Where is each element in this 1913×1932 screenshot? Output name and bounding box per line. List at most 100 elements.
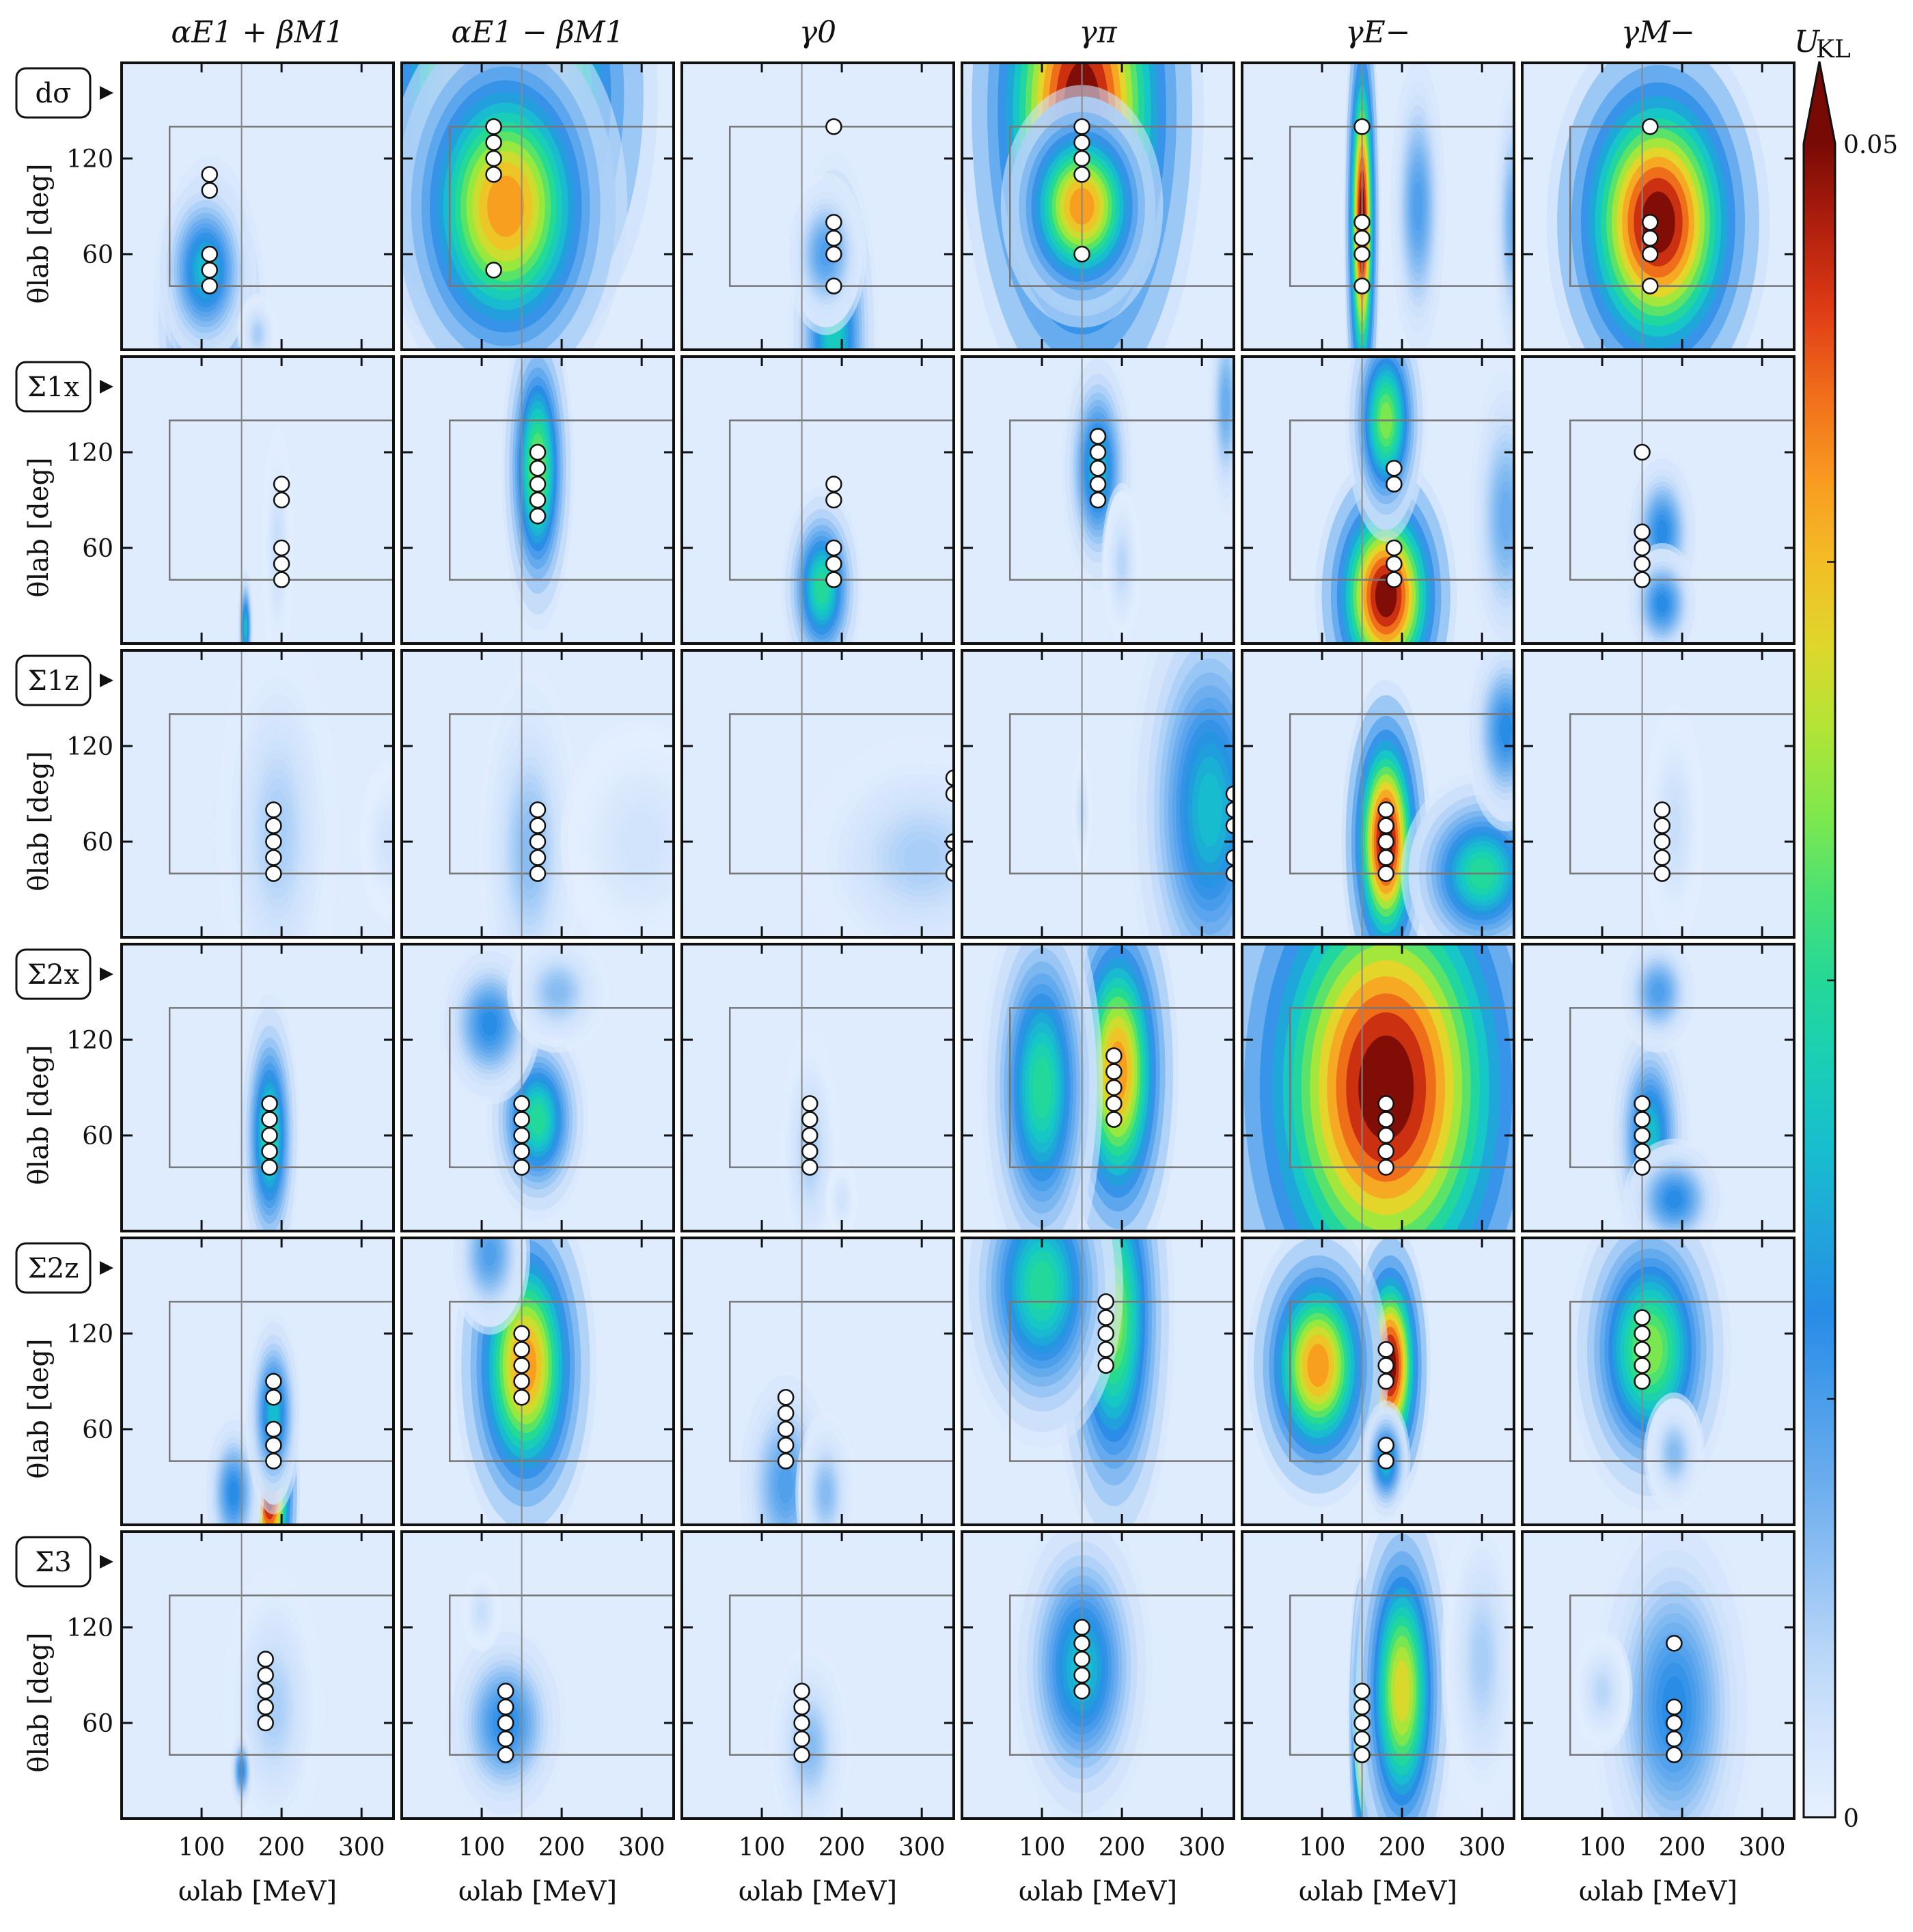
panel-r1-c2 xyxy=(400,61,675,351)
panel-r4-c2 xyxy=(400,943,675,1232)
measurement-point-3 xyxy=(1353,1714,1371,1732)
x-tick-label: 100 xyxy=(739,1834,786,1862)
measurement-point-5 xyxy=(1353,277,1371,294)
measurement-point-1 xyxy=(1634,443,1651,461)
panel-frame xyxy=(400,1530,675,1820)
measurement-point-2 xyxy=(1634,1325,1651,1342)
reference-box xyxy=(1569,1595,1794,1756)
measurement-point-5 xyxy=(801,1159,818,1176)
panel-r3-c1: 60 120 θlab [deg] xyxy=(23,649,395,939)
column-title-1: αE1 + βM1 xyxy=(171,15,344,50)
panel-r1-c1: 60 120 θlab [deg] xyxy=(23,61,395,351)
x-tick-label: 300 xyxy=(1739,1834,1786,1862)
measurement-point-3 xyxy=(529,833,547,851)
y-tick-label: 120 xyxy=(66,1614,113,1642)
reference-box xyxy=(1289,1007,1514,1168)
x-tick-label: 200 xyxy=(538,1834,586,1862)
measurement-point-5 xyxy=(945,865,954,882)
measurement-point-2 xyxy=(1353,1698,1371,1715)
panel-r5-c6 xyxy=(1521,1237,1795,1526)
x-tick-label: 200 xyxy=(258,1834,305,1862)
measurement-point-2 xyxy=(273,491,290,509)
x-tick-label: 300 xyxy=(618,1834,665,1862)
panel-frame xyxy=(961,1530,1235,1820)
panel-frame xyxy=(961,943,1235,1232)
panel-frame xyxy=(961,649,1235,939)
reference-box xyxy=(448,713,674,874)
measurement-point-1 xyxy=(1353,118,1371,135)
x-tick-label: 100 xyxy=(178,1834,225,1862)
measurement-point-5 xyxy=(1653,865,1671,882)
row-label-box xyxy=(15,1536,92,1588)
measurement-point-1 xyxy=(257,1651,274,1668)
blob-3-level-14 xyxy=(1500,715,1513,746)
measurement-point-3 xyxy=(257,1683,274,1700)
panel-frame xyxy=(120,943,395,1232)
measurement-point-4 xyxy=(1225,849,1234,866)
blob-2-level-14 xyxy=(1651,982,1665,1002)
measurement-point-1 xyxy=(265,801,282,818)
panel-background xyxy=(122,357,394,644)
measurement-point-4 xyxy=(513,1372,530,1390)
measurement-point-1 xyxy=(485,118,502,135)
row-label-text: Σ1z xyxy=(28,665,79,697)
measurement-point-5 xyxy=(1634,1372,1651,1390)
y-axis-label: θlab [deg] xyxy=(23,457,55,597)
measurement-point-3 xyxy=(1666,1714,1683,1732)
measurement-point-5 xyxy=(825,277,842,294)
measurement-point-4 xyxy=(1353,245,1371,263)
blob-2-level-14 xyxy=(478,1605,485,1618)
measurement-point-5 xyxy=(1377,865,1394,882)
row-label-1: dσ xyxy=(15,67,113,119)
measurement-point-3 xyxy=(777,1420,795,1438)
measurement-point-5 xyxy=(261,1159,278,1176)
panel-r5-c1: 60 120 θlab [deg] xyxy=(23,1237,395,1526)
heat-blobs xyxy=(449,1238,597,1525)
measurement-point-1 xyxy=(1642,118,1659,135)
measurement-point-4 xyxy=(1634,1357,1651,1374)
measurement-point-4 xyxy=(261,1143,278,1160)
blob-2-level-14 xyxy=(839,1193,844,1206)
reference-box xyxy=(168,1301,394,1462)
reference-box xyxy=(1569,1007,1794,1168)
blob-1-level-14 xyxy=(529,1104,546,1135)
measurement-point-2 xyxy=(1377,817,1394,834)
measurement-point-2 xyxy=(1105,1063,1123,1080)
measurement-point-2 xyxy=(265,817,282,834)
measurement-point-2 xyxy=(261,1111,278,1128)
heat-blobs xyxy=(1347,1532,1514,1819)
colorbar-tick-label-min: 0 xyxy=(1843,1805,1859,1833)
heat-blobs xyxy=(1071,650,1234,937)
measurement-point-3 xyxy=(513,1357,530,1374)
panel-frame xyxy=(120,1530,395,1820)
measurement-point-1 xyxy=(1386,460,1403,477)
blob-2-level-14 xyxy=(1413,182,1423,231)
heat-blobs xyxy=(439,944,609,1221)
measurement-point-1 xyxy=(1377,1095,1394,1112)
reference-box xyxy=(448,1007,674,1168)
measurement-point-5 xyxy=(793,1746,810,1763)
measurement-point-3 xyxy=(513,1127,530,1144)
measurement-point-2 xyxy=(1073,1635,1090,1652)
panel-r3-c6 xyxy=(1521,649,1795,939)
panel-r3-c2 xyxy=(400,649,675,939)
measurement-point-4 xyxy=(793,1730,810,1748)
measurement-point-1 xyxy=(1097,1293,1114,1310)
row-label-text: Σ3 xyxy=(35,1547,72,1578)
blob-2-level-14 xyxy=(1030,1261,1055,1310)
measurement-point-1 xyxy=(529,801,547,818)
panel-r4-c3 xyxy=(680,943,955,1232)
x-tick-label: 100 xyxy=(1019,1834,1066,1862)
panel-frame xyxy=(680,355,955,645)
measurement-point-2 xyxy=(257,1666,274,1684)
measurement-point-1 xyxy=(1105,1047,1123,1064)
panel-r4-c4 xyxy=(961,943,1235,1232)
x-tick-label: 200 xyxy=(1099,1834,1146,1862)
measurement-point-1 xyxy=(201,166,219,183)
panel-frame xyxy=(1241,61,1515,351)
measurement-point-4 xyxy=(777,1437,795,1454)
blob-2-level-14 xyxy=(1394,1660,1410,1722)
measurement-point-2 xyxy=(485,134,502,151)
measurement-point-1 xyxy=(1377,1341,1394,1358)
